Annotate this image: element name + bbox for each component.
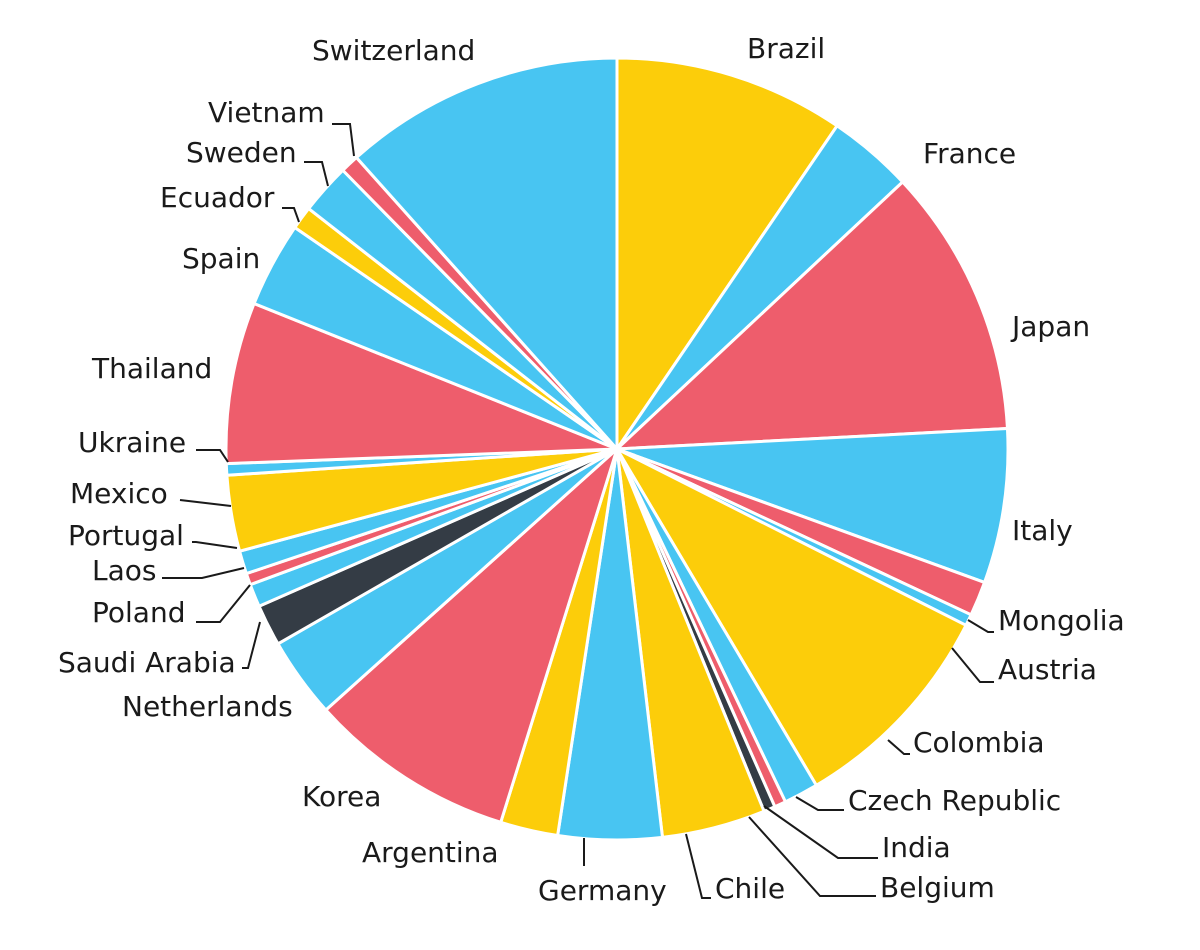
slice-label-belgium: Belgium	[880, 871, 995, 904]
slice-label-chile: Chile	[715, 872, 785, 905]
pie-slice-switzerland	[354, 56, 619, 451]
slice-label-portugal: Portugal	[68, 519, 184, 552]
leader-line-belgium	[748, 816, 876, 897]
slice-label-thailand: Thailand	[91, 352, 212, 385]
slice-label-brazil: Brazil	[747, 32, 825, 65]
slice-label-switzerland: Switzerland	[312, 34, 475, 67]
slice-label-japan: Japan	[1010, 310, 1090, 343]
slice-label-ukraine: Ukraine	[78, 426, 186, 459]
slice-label-ecuador: Ecuador	[160, 181, 275, 214]
leader-line-sweden	[304, 161, 329, 187]
slice-label-italy: Italy	[1012, 514, 1073, 547]
leader-line-ecuador	[282, 207, 300, 223]
leader-line-chile	[685, 833, 711, 899]
leader-line-mongolia	[967, 619, 994, 633]
pie-slice-korea	[324, 447, 619, 824]
slice-label-spain: Spain	[182, 242, 260, 275]
leader-line-poland	[196, 584, 251, 623]
slice-label-france: France	[923, 137, 1016, 170]
leader-line-austria	[951, 647, 994, 683]
pie-slice-italy	[615, 427, 1010, 584]
slice-labels: Brazil France Japan Italy Mongolia Austria Col…	[58, 32, 1125, 907]
leader-line-india	[763, 805, 878, 859]
leader-line-saudi-arabia	[242, 621, 261, 669]
leader-line-mexico	[179, 499, 232, 507]
slice-label-austria: Austria	[998, 653, 1097, 686]
slice-label-colombia: Colombia	[913, 726, 1045, 759]
slice-label-mongolia: Mongolia	[998, 604, 1125, 637]
slice-label-saudi-arabia: Saudi Arabia	[58, 646, 236, 679]
slice-label-czech-republic: Czech Republic	[848, 784, 1061, 817]
leader-line-czech-republic	[795, 796, 844, 811]
pie-slice-brazil	[615, 56, 839, 451]
slice-label-korea: Korea	[302, 780, 381, 813]
slice-label-laos: Laos	[92, 554, 156, 587]
pie-slice-japan	[615, 180, 1009, 451]
slice-label-netherlands: Netherlands	[122, 690, 293, 723]
slice-label-vietnam: Vietnam	[208, 96, 325, 129]
pie-slices	[224, 56, 1010, 842]
leader-line-ukraine	[196, 449, 229, 463]
slice-label-sweden: Sweden	[186, 136, 297, 169]
leader-lines	[162, 123, 994, 899]
slice-label-germany: Germany	[538, 874, 667, 907]
slice-label-mexico: Mexico	[70, 477, 168, 510]
leader-line-vietnam	[332, 123, 355, 157]
leader-line-laos	[162, 567, 245, 579]
slice-label-poland: Poland	[92, 596, 185, 629]
slice-label-argentina: Argentina	[362, 836, 499, 869]
pie-slice-colombia	[615, 447, 968, 787]
leader-line-portugal	[192, 541, 238, 549]
slice-label-india: India	[882, 831, 951, 864]
leader-line-colombia	[887, 739, 910, 755]
